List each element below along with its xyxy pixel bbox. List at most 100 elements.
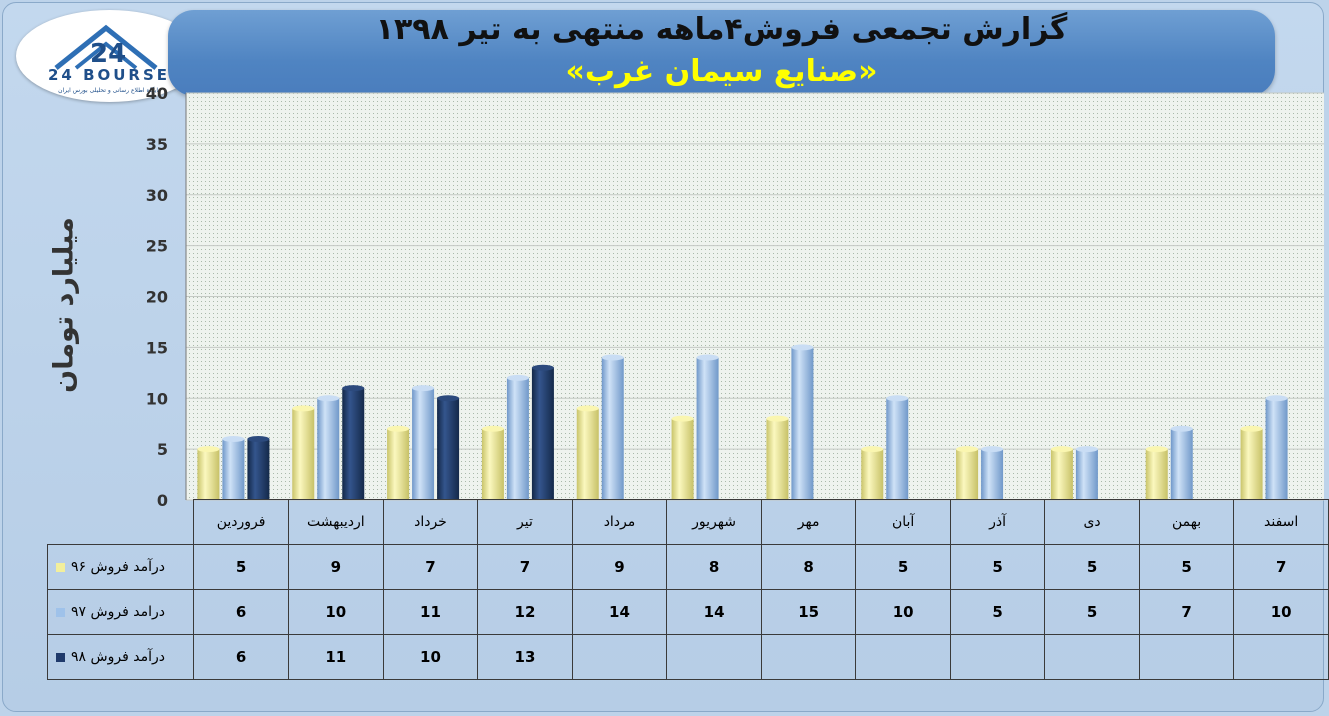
bar-series2-3 [412, 385, 435, 500]
y-tick-label: 35 [146, 135, 168, 154]
bar-body [1240, 428, 1263, 500]
bar-series1-5 [576, 405, 599, 500]
table-cell: 12 [477, 589, 573, 635]
svg-text:24: 24 [90, 39, 126, 69]
table-cell: 9 [287, 544, 384, 590]
bar-cap [671, 415, 694, 422]
bar-body [576, 408, 599, 500]
bar-cap [981, 446, 1004, 453]
table-header-row: فروردین اردیبهشت خرداد تیر مرداد شهریور مهر آبا… [48, 499, 1329, 545]
table-cell: 10 [1233, 589, 1329, 635]
y-tick-label: 30 [146, 186, 168, 205]
bar-series1-11 [1145, 446, 1168, 500]
bar-cap [506, 374, 529, 381]
bar-body [481, 428, 504, 500]
category-label: اسفند [1233, 499, 1329, 545]
y-tick-label: 15 [146, 338, 168, 357]
bar-series1-12 [1240, 425, 1263, 500]
table-cell: 11 [382, 589, 479, 635]
bar-cap [1265, 395, 1288, 402]
table-cell: 8 [666, 544, 762, 590]
bar-cap [531, 364, 554, 371]
bar-body [956, 449, 979, 500]
bar-series1-8 [861, 446, 884, 500]
bar-cap [791, 344, 814, 351]
table-cell: 15 [760, 589, 857, 635]
category-label: دی [1044, 499, 1140, 545]
category-label: بهمن [1138, 499, 1235, 545]
chart-title: گزارش تجمعی فروش۴ماهه منتهی به تیر ۱۳۹۸ [375, 12, 1068, 47]
bar-body [601, 357, 624, 500]
table-cell [1233, 634, 1329, 680]
bar-series2-10 [1075, 446, 1098, 500]
category-label: مرداد [571, 499, 668, 545]
table-cell: 7 [382, 544, 479, 590]
table-cell: 7 [1233, 544, 1329, 590]
bar-cap [696, 354, 719, 361]
category-label: خرداد [382, 499, 479, 545]
bar-series2-5 [601, 354, 624, 500]
bar-cap [437, 395, 460, 402]
bar-series2-4 [506, 374, 529, 500]
y-axis-title: میلیارد تومان [48, 217, 80, 393]
table-cell: 7 [477, 544, 573, 590]
series-98-label: درآمد فروش ۹۸ [46, 634, 195, 680]
bar-body [437, 398, 460, 500]
bar-series1-4 [481, 425, 504, 500]
bar-body [791, 347, 814, 500]
table-corner [48, 500, 194, 545]
bar-cap [292, 405, 315, 412]
bar-body [671, 418, 694, 500]
bar-body [317, 398, 340, 500]
bar-cap [342, 385, 365, 392]
bar-series2-1 [222, 435, 245, 500]
y-tick-label: 20 [146, 288, 168, 307]
bar-series2-8 [886, 395, 909, 500]
table-row: درامد فروش ۹۷ 6 10 11 12 14 14 15 10 5 5 7 10 [46, 589, 1329, 635]
bar-series2-9 [981, 446, 1004, 500]
svg-text:24 BOURSE: 24 BOURSE [48, 66, 170, 84]
table-cell: 5 [855, 544, 951, 590]
bar-cap [886, 395, 909, 402]
bar-series2-11 [1170, 425, 1193, 500]
bar-body [247, 438, 270, 500]
bar-body [1075, 449, 1098, 500]
bar-body [506, 377, 529, 500]
table-cell: 5 [1044, 589, 1140, 635]
category-label: شهریور [666, 499, 762, 545]
bar-cap [412, 385, 435, 392]
bar-body [1170, 428, 1193, 500]
table-cell: 10 [382, 634, 479, 680]
category-label: آذر [949, 499, 1046, 545]
logo-mark-icon: 24 24 BOURSE پایگاه اطلاع رسانی و تحلیلی… [48, 24, 170, 94]
bar-cap [197, 446, 220, 453]
bar-body [531, 367, 554, 500]
bar-series2-6 [696, 354, 719, 500]
data-table: فروردین اردیبهشت خرداد تیر مرداد شهریور مهر آبا… [46, 499, 1329, 680]
bar-cap [861, 446, 884, 453]
bar-cap [766, 415, 789, 422]
bar-series2-7 [791, 344, 814, 500]
bar-body [886, 398, 909, 500]
bar-body [222, 438, 245, 500]
bar-series2-2 [317, 395, 340, 500]
bar-body [1265, 398, 1288, 500]
bar-body [981, 449, 1004, 500]
y-tick-label: 25 [146, 237, 168, 256]
table-cell [1138, 634, 1235, 680]
legend-key-97 [56, 607, 65, 617]
bar-series1-7 [766, 415, 789, 500]
bar-body [342, 388, 365, 500]
category-label: فروردین [193, 499, 289, 545]
table-cell [666, 634, 762, 680]
bar-cap [576, 405, 599, 412]
table-cell: 10 [287, 589, 384, 635]
bar-cap [1170, 425, 1193, 432]
table-cell: 5 [949, 544, 1046, 590]
bar-cap [601, 354, 624, 361]
bar-cap [481, 425, 504, 432]
table-cell: 8 [760, 544, 857, 590]
title-banner [168, 10, 1275, 96]
bar-cap [1240, 425, 1263, 432]
